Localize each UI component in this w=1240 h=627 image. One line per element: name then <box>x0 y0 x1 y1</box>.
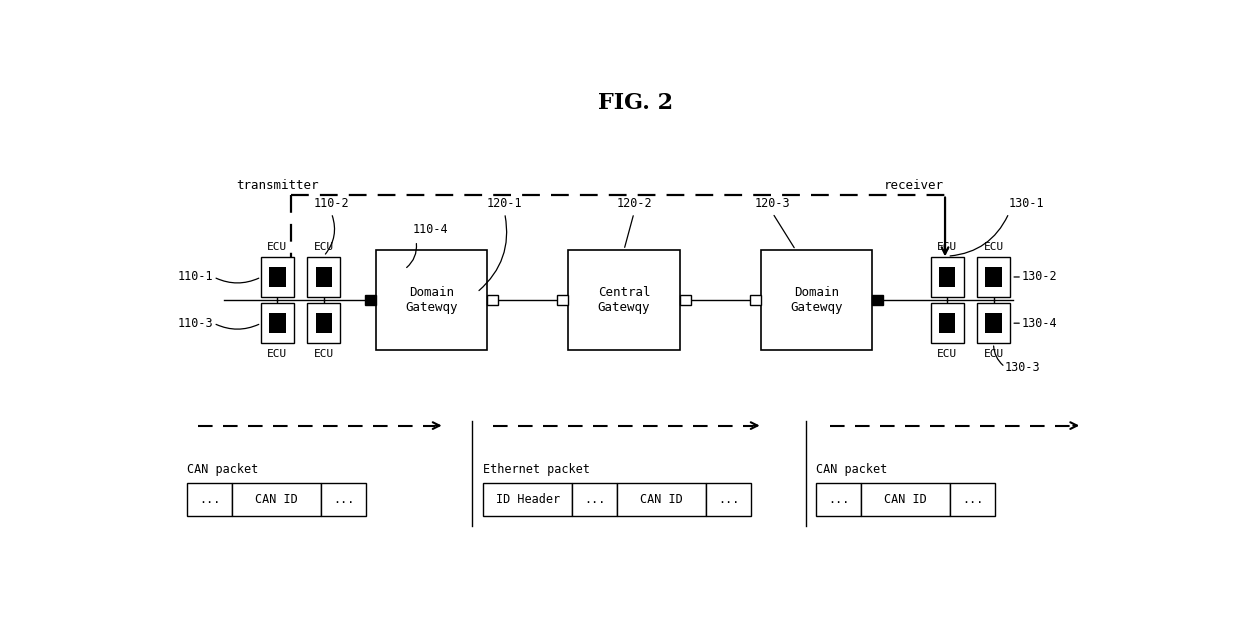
Text: CAN packet: CAN packet <box>816 463 888 476</box>
Text: CAN ID: CAN ID <box>255 493 298 506</box>
Bar <box>986 313 1002 333</box>
Text: 110-4: 110-4 <box>412 223 448 236</box>
Text: 130-2: 130-2 <box>1022 270 1058 283</box>
Bar <box>262 257 294 297</box>
Bar <box>315 313 332 333</box>
Text: Ethernet packet: Ethernet packet <box>484 463 590 476</box>
Bar <box>816 483 861 515</box>
Text: FIG. 2: FIG. 2 <box>598 92 673 114</box>
Text: receiver: receiver <box>883 179 944 192</box>
Text: 110-3: 110-3 <box>177 317 213 330</box>
Bar <box>487 295 498 305</box>
Bar <box>861 483 950 515</box>
Bar <box>680 295 691 305</box>
Text: ECU: ECU <box>314 241 334 251</box>
Text: ...: ... <box>584 493 605 506</box>
Bar <box>262 303 294 343</box>
Bar <box>484 483 573 515</box>
Bar <box>977 303 1009 343</box>
Bar <box>557 295 568 305</box>
Text: ECU: ECU <box>983 349 1003 359</box>
Text: Central
Gatewqy: Central Gatewqy <box>598 286 650 314</box>
Bar <box>568 250 680 350</box>
Bar <box>939 267 956 287</box>
Text: ECU: ECU <box>983 241 1003 251</box>
Text: 130-3: 130-3 <box>1006 361 1040 374</box>
Text: ...: ... <box>334 493 355 506</box>
Bar <box>872 295 883 305</box>
Bar <box>939 313 956 333</box>
Bar <box>573 483 618 515</box>
Text: Domain
Gatewqy: Domain Gatewqy <box>405 286 458 314</box>
Bar <box>750 295 760 305</box>
Bar <box>931 257 963 297</box>
Bar <box>308 303 340 343</box>
Text: CAN packet: CAN packet <box>187 463 259 476</box>
Bar <box>187 483 232 515</box>
Bar <box>760 250 872 350</box>
Text: ...: ... <box>828 493 849 506</box>
Text: 120-2: 120-2 <box>616 197 652 210</box>
Bar <box>707 483 751 515</box>
Text: CAN ID: CAN ID <box>884 493 928 506</box>
Bar <box>986 267 1002 287</box>
Bar <box>977 257 1009 297</box>
Text: Domain
Gatewqy: Domain Gatewqy <box>790 286 843 314</box>
Bar <box>269 313 285 333</box>
Bar <box>321 483 366 515</box>
Bar <box>950 483 994 515</box>
Text: 110-1: 110-1 <box>177 270 213 283</box>
Text: ...: ... <box>962 493 983 506</box>
Text: ...: ... <box>198 493 221 506</box>
Text: 120-1: 120-1 <box>487 197 522 210</box>
Text: ECU: ECU <box>937 349 957 359</box>
Text: 130-1: 130-1 <box>1009 197 1044 210</box>
Text: ECU: ECU <box>314 349 334 359</box>
Bar <box>376 250 487 350</box>
Bar <box>308 257 340 297</box>
Text: ...: ... <box>718 493 739 506</box>
Text: ECU: ECU <box>268 241 288 251</box>
Bar <box>269 267 285 287</box>
Text: 130-4: 130-4 <box>1022 317 1058 330</box>
Text: CAN ID: CAN ID <box>640 493 683 506</box>
Text: ECU: ECU <box>937 241 957 251</box>
Text: ID Header: ID Header <box>496 493 559 506</box>
Text: 120-3: 120-3 <box>755 197 790 210</box>
Text: 110-2: 110-2 <box>314 197 350 210</box>
Bar <box>315 267 332 287</box>
Text: transmitter: transmitter <box>237 179 319 192</box>
Text: ECU: ECU <box>268 349 288 359</box>
Bar <box>931 303 963 343</box>
Bar <box>618 483 707 515</box>
Bar <box>232 483 321 515</box>
Bar <box>365 295 376 305</box>
